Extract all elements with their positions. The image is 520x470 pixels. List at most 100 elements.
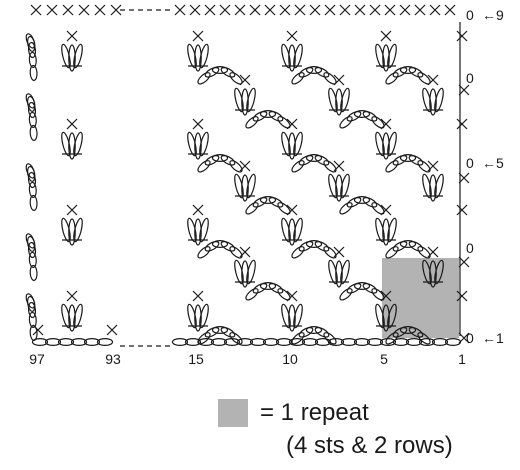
cluster-loop-symbol [73, 217, 83, 243]
chain-stitch-symbol [353, 282, 371, 291]
cluster-loop-symbol [335, 260, 343, 288]
chain-stitch-symbol [268, 110, 284, 122]
chain-stitch-symbol [418, 338, 436, 347]
chain-stitch-symbol [346, 110, 362, 122]
single-crochet-symbol [192, 30, 204, 42]
chain-stitch-symbol [305, 326, 323, 335]
chain-stitch-symbol [392, 326, 408, 338]
chain-stitch-symbol [262, 338, 280, 347]
chain-stitch-symbol [408, 66, 424, 78]
cluster-loop-symbol [335, 174, 343, 202]
legend: = 1 repeat [218, 398, 369, 428]
chain-stitch-symbol [385, 246, 399, 259]
repeat-highlight [382, 258, 459, 338]
chain-stitch-symbol [277, 288, 291, 301]
chain-stitch-symbol [323, 332, 337, 345]
chain-stitch-symbol [323, 160, 337, 173]
cluster-loop-symbol [382, 132, 390, 160]
chain-stitch-symbol [211, 240, 229, 249]
chain-stitch-symbol [197, 72, 211, 85]
cluster-loop-symbol [194, 44, 202, 72]
chain-stitch-symbol [362, 196, 378, 208]
chain-stitch-symbol [346, 282, 362, 294]
cluster-loop-symbol [73, 131, 83, 157]
row-marker-1-arrow: ←1 [482, 330, 504, 346]
chain-stitch-symbol [399, 326, 417, 335]
chain-stitch-symbol [27, 101, 37, 119]
chain-stitch-symbol [408, 240, 424, 252]
chain-stitch-symbol [301, 338, 319, 347]
chain-stitch-symbol [392, 154, 408, 166]
repeat-legend-note: (4 sts & 2 rows) [286, 432, 453, 459]
chain-stitch-symbol [399, 240, 417, 249]
cluster-loop-symbol [434, 87, 444, 113]
chain-stitch-symbol [298, 326, 314, 338]
chain-stitch-symbol [211, 154, 229, 163]
stitch-symbols [25, 4, 470, 347]
row-marker-1-turn: 0 [466, 330, 474, 346]
cluster-loop-symbol [340, 87, 350, 113]
chain-stitch-symbol [29, 64, 38, 82]
chain-stitch-symbol [197, 246, 211, 259]
chain-stitch-symbol [57, 338, 75, 347]
single-crochet-symbol [110, 4, 122, 16]
stitch-number-93: 93 [105, 351, 121, 367]
chain-stitch-symbol [28, 311, 37, 328]
chain-stitch-symbol [25, 93, 36, 109]
chain-stitch-symbol [362, 110, 378, 122]
chain-stitch-symbol [277, 202, 291, 215]
chain-stitch-symbol [249, 338, 267, 347]
chain-stitch-symbol [204, 326, 220, 338]
chain-stitch-symbol [25, 233, 36, 249]
chain-stitch-symbol [25, 33, 36, 49]
cluster-loop-symbol [288, 132, 296, 160]
chain-stitch-symbol [339, 288, 353, 301]
cluster-loop-symbol [199, 303, 209, 329]
row-marker-7-turn: 0 [466, 70, 474, 86]
chain-stitch-symbol [220, 154, 236, 166]
chain-stitch-symbol [291, 160, 305, 173]
chain-stitch-symbol [353, 196, 371, 205]
chain-stitch-symbol [236, 338, 254, 347]
single-crochet-symbol [192, 290, 204, 302]
single-crochet-symbol [62, 4, 74, 16]
chain-stitch-symbol [204, 66, 220, 78]
chain-stitch-symbol [371, 202, 385, 215]
chain-stitch-symbol [323, 246, 337, 259]
chain-stitch-symbol [385, 72, 399, 85]
chain-stitch-symbol [314, 326, 330, 338]
single-crochet-symbol [369, 4, 381, 16]
single-crochet-symbol [204, 4, 216, 16]
single-crochet-symbol [234, 4, 246, 16]
single-crochet-symbol [456, 30, 468, 42]
chain-stitch-symbol [44, 338, 62, 347]
chain-stitch-symbol [25, 163, 36, 179]
single-crochet-symbol [380, 30, 392, 42]
chain-stitch-symbol [27, 41, 37, 59]
single-crochet-symbol [30, 4, 42, 16]
chain-stitch-symbol [408, 154, 424, 166]
cluster-loop-symbol [429, 260, 437, 288]
repeat-legend-swatch [218, 399, 248, 427]
cluster-loop-symbol [387, 217, 397, 243]
chain-stitch-symbol [229, 72, 243, 85]
cluster-loop-symbol [288, 304, 296, 332]
cluster-loop-symbol [434, 173, 444, 199]
cluster-loop-symbol [293, 43, 303, 69]
chain-stitch-symbol [339, 116, 353, 129]
chain-stitch-symbol [346, 196, 362, 208]
chain-stitch-symbol [268, 196, 284, 208]
chain-stitch-symbol [431, 338, 449, 347]
single-crochet-symbol [46, 4, 58, 16]
chain-stitch-symbol [399, 154, 417, 163]
cluster-loop-symbol [246, 259, 256, 285]
chain-stitch-symbol [211, 65, 229, 74]
single-crochet-symbol [78, 4, 90, 16]
single-crochet-symbol [32, 324, 44, 336]
single-crochet-symbol [339, 4, 351, 16]
single-crochet-symbol [66, 290, 78, 302]
single-crochet-symbol [294, 4, 306, 16]
chain-stitch-symbol [245, 116, 259, 129]
chain-stitch-symbol [25, 293, 36, 309]
chain-stitch-symbol [28, 181, 37, 198]
